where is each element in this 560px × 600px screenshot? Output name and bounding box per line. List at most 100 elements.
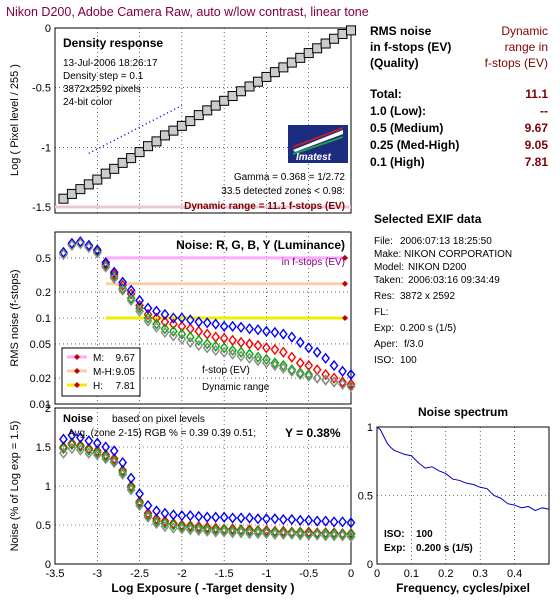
- exif-value-iso: 100: [400, 355, 417, 366]
- rms-noise-point-Y: [346, 380, 356, 393]
- noise-percent-point-B: [143, 499, 153, 512]
- dr-heading-1: Dynamic: [501, 24, 548, 38]
- rms-noise-point-R: [253, 339, 263, 352]
- noise-percent-point-Y: [160, 520, 170, 533]
- density-point: [126, 153, 137, 164]
- noise-percent-point-G: [143, 509, 153, 522]
- spectrum-xtick: 0.3: [473, 568, 488, 580]
- spectrum-xlabel: Frequency, cycles/pixel: [396, 581, 530, 595]
- exif-label-iso: ISO:: [374, 355, 395, 366]
- noise-percent-point-R: [262, 524, 271, 537]
- noise-percent-point-G: [202, 523, 212, 535]
- noise-percent-point-B: [67, 429, 77, 441]
- rms-noise-point-B: [67, 237, 77, 249]
- noise-percent-point-B: [346, 517, 356, 529]
- density-point: [66, 188, 77, 199]
- rms-noise-point-B: [321, 352, 331, 364]
- noise-percent-point-B: [185, 509, 195, 522]
- rms-noise-point-B: [270, 326, 280, 339]
- legend-label: H:: [93, 381, 103, 392]
- rms-noise-point-Y: [245, 352, 254, 364]
- rms-noise-point-G: [126, 292, 136, 304]
- noise-percent-point-Y: [338, 530, 347, 542]
- noise-ytick: 2: [45, 403, 51, 415]
- rms-noise-point-Y: [236, 350, 246, 362]
- rms-noise-point-B: [185, 314, 195, 326]
- rms-noise-point-Y: [59, 248, 68, 260]
- spectrum-ytick: 0.5: [358, 491, 373, 503]
- exif-label-file: File:: [374, 236, 393, 247]
- noise-percent-point-B: [202, 511, 212, 523]
- noise-percent-point-B: [160, 507, 170, 519]
- rms-noise-point-B: [160, 308, 170, 321]
- noise-percent-point-B: [177, 509, 187, 522]
- noise-percent-point-B: [245, 512, 254, 524]
- rms-noise-point-Y: [211, 344, 221, 357]
- noise-percent-point-G: [312, 527, 322, 540]
- rms-noise-point-R: [177, 320, 187, 332]
- density-point: [100, 168, 111, 179]
- rms-noise-point-R: [92, 245, 102, 257]
- noise-percent-point-G: [135, 497, 144, 509]
- rms-noise-title: Noise: R, G, B, Y (Luminance): [176, 238, 345, 252]
- rms-noise-point-B: [194, 316, 204, 328]
- legend-value: 9.05: [116, 367, 136, 378]
- noise-percent-point-G: [304, 527, 314, 540]
- exif-title: Selected EXIF data: [374, 212, 482, 226]
- density-point: [83, 179, 94, 190]
- figure-title: Nikon D200, Adobe Camera Raw, auto w/low…: [6, 5, 369, 19]
- density-point: [185, 116, 196, 127]
- density-point: [58, 193, 69, 204]
- row-low-label: 1.0 (Low):: [370, 104, 426, 118]
- density-info-3: 3872x2592 pixels: [63, 84, 141, 95]
- noise-percent-point-B: [84, 435, 94, 447]
- rms-noise-point-Y: [67, 239, 77, 251]
- noise-summary: Avg. (zone 2-15) RGB % = 0.39 0.39 0.51;: [68, 428, 256, 439]
- noise-percent-point-Y: [304, 529, 314, 541]
- rms-noise-point-G: [228, 344, 237, 357]
- rms-noise-point-Y: [312, 372, 322, 384]
- density-point: [143, 141, 154, 152]
- noise-percent-point-G: [118, 466, 128, 478]
- noise-percent-point-G: [321, 527, 331, 540]
- noise-percent-point-Y: [109, 456, 119, 469]
- noise-percent-point-G: [338, 528, 347, 541]
- rms-noise-point-Y: [262, 357, 271, 369]
- noise-ytick: 1: [45, 481, 51, 493]
- noise-percent-point-R: [278, 525, 288, 537]
- exif-value-exp: 0.200 s (1/5): [400, 323, 457, 334]
- rms-heading-2: in f-stops (EV): [370, 40, 452, 54]
- density-point: [303, 48, 314, 59]
- rms-noise-point-B: [59, 246, 68, 258]
- rms-noise-point-Y: [143, 315, 153, 327]
- noise-xlabel: Log Exposure ( -Target density ): [111, 581, 294, 595]
- rms-noise-point-G: [152, 318, 161, 330]
- noise-ylabel: Noise (% of Log exp = 1.5): [9, 421, 21, 552]
- density-point: [134, 147, 145, 158]
- density-point: [278, 62, 289, 73]
- noise-percent-point-G: [329, 527, 339, 540]
- noise-percent-point-B: [278, 513, 288, 526]
- rms-noise-point-Y: [92, 247, 102, 259]
- rms-noise-point-R: [160, 316, 170, 328]
- density-point: [252, 76, 263, 87]
- noise-percent-point-R: [177, 519, 187, 531]
- rms-noise-point-Y: [84, 241, 94, 254]
- noise-percent-point-B: [287, 513, 297, 526]
- noise-percent-point-Y: [169, 522, 178, 534]
- noise-percent-point-R: [135, 495, 144, 508]
- rms-noise-point-B: [202, 317, 212, 329]
- noise-ytick: 0.5: [36, 520, 51, 532]
- density-point: [261, 71, 272, 82]
- density-point: [286, 57, 297, 68]
- noise-percent-point-G: [287, 527, 297, 539]
- rms-noise-point-Y: [287, 365, 297, 377]
- noise-percent-point-Y: [118, 468, 128, 480]
- noise-percent-point-Y: [126, 484, 136, 496]
- exif-value-aper: f/3.0: [404, 339, 424, 350]
- noise-percent-panel: Noise based on pixel levels Avg. (zone 2…: [9, 403, 356, 595]
- noise-percent-point-B: [169, 509, 178, 521]
- noise-percent-point-B: [270, 513, 280, 525]
- exif-label-aper: Aper:: [374, 339, 398, 350]
- noise-percent-point-B: [219, 511, 229, 523]
